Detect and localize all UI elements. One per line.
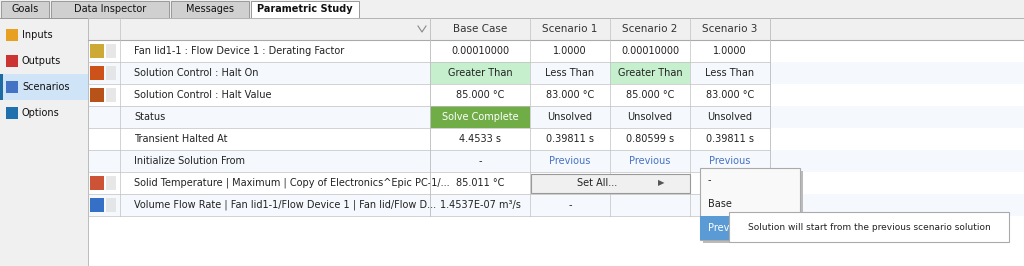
- Text: 1.0000: 1.0000: [553, 46, 587, 56]
- Bar: [88, 18, 1024, 40]
- Text: -: -: [568, 178, 571, 188]
- Text: Solution Control : Halt On: Solution Control : Halt On: [134, 68, 258, 78]
- Text: Previous: Previous: [710, 156, 751, 166]
- Text: Goals: Goals: [11, 4, 39, 14]
- Text: Transient Halted At: Transient Halted At: [134, 134, 227, 144]
- Text: Previous: Previous: [708, 223, 750, 233]
- Bar: [610, 62, 690, 84]
- Bar: [88, 172, 1024, 194]
- FancyBboxPatch shape: [530, 173, 689, 193]
- Bar: [0, 18, 88, 266]
- Text: Unsolved: Unsolved: [628, 112, 673, 122]
- FancyBboxPatch shape: [729, 212, 1009, 242]
- Text: Inputs: Inputs: [22, 30, 52, 40]
- Text: Solid Temperature | Maximum | Copy of Electronics^Epic PC-1/...: Solid Temperature | Maximum | Copy of El…: [134, 178, 450, 188]
- Text: 85.000 °C: 85.000 °C: [456, 90, 504, 100]
- Text: Scenarios: Scenarios: [22, 82, 70, 92]
- Bar: [171, 1, 249, 18]
- Text: 83.000 °C: 83.000 °C: [546, 90, 594, 100]
- Text: 0.00010000: 0.00010000: [451, 46, 509, 56]
- Text: 0.39811 s: 0.39811 s: [706, 134, 754, 144]
- Bar: [106, 176, 116, 190]
- Bar: [90, 198, 104, 212]
- Bar: [0, 74, 3, 100]
- Text: Unsolved: Unsolved: [548, 112, 593, 122]
- Bar: [700, 216, 800, 240]
- Text: Greater Than: Greater Than: [617, 68, 682, 78]
- Text: 0.80599 s: 0.80599 s: [626, 134, 674, 144]
- Bar: [6, 29, 18, 41]
- Bar: [6, 55, 18, 67]
- Text: Greater Than: Greater Than: [447, 68, 512, 78]
- Bar: [106, 44, 116, 58]
- Text: Messages: Messages: [186, 4, 234, 14]
- Text: Scenario 1: Scenario 1: [543, 24, 598, 34]
- Text: -: -: [568, 200, 571, 210]
- Text: 0.39811 s: 0.39811 s: [546, 134, 594, 144]
- Text: Status: Status: [134, 112, 165, 122]
- Bar: [430, 106, 530, 128]
- Bar: [0, 0, 1024, 18]
- Text: 83.000 °C: 83.000 °C: [706, 90, 754, 100]
- Text: -: -: [478, 156, 481, 166]
- Text: 85.011 °C: 85.011 °C: [456, 178, 504, 188]
- Text: Previous: Previous: [630, 156, 671, 166]
- Text: 0.00010000: 0.00010000: [621, 46, 679, 56]
- Bar: [90, 66, 104, 80]
- Text: ▶: ▶: [658, 178, 665, 188]
- Bar: [90, 44, 104, 58]
- Bar: [251, 1, 359, 18]
- Text: Unsolved: Unsolved: [708, 112, 753, 122]
- Bar: [90, 88, 104, 102]
- Bar: [106, 66, 116, 80]
- Text: Scenario 2: Scenario 2: [623, 24, 678, 34]
- Text: Initialize Solution From: Initialize Solution From: [134, 156, 245, 166]
- Bar: [90, 176, 104, 190]
- Bar: [6, 81, 18, 93]
- Text: Base: Base: [708, 199, 732, 209]
- Bar: [88, 62, 1024, 84]
- Bar: [88, 194, 1024, 216]
- Text: Fan lid1-1 : Flow Device 1 : Derating Factor: Fan lid1-1 : Flow Device 1 : Derating Fa…: [134, 46, 344, 56]
- Text: Parametric Study: Parametric Study: [257, 4, 353, 14]
- Bar: [88, 128, 1024, 150]
- Text: 1.0000: 1.0000: [713, 46, 746, 56]
- Bar: [106, 88, 116, 102]
- FancyBboxPatch shape: [700, 168, 800, 240]
- Text: -: -: [708, 175, 712, 185]
- Text: Base Case: Base Case: [453, 24, 507, 34]
- Text: Solution will start from the previous scenario solution: Solution will start from the previous sc…: [748, 222, 990, 231]
- Bar: [703, 171, 803, 243]
- Bar: [0, 74, 88, 100]
- Text: Volume Flow Rate | Fan lid1-1/Flow Device 1 | Fan lid/Flow D...: Volume Flow Rate | Fan lid1-1/Flow Devic…: [134, 200, 436, 210]
- Text: Set All...: Set All...: [578, 178, 617, 188]
- Bar: [51, 1, 169, 18]
- Text: 4.4533 s: 4.4533 s: [459, 134, 501, 144]
- Bar: [88, 84, 1024, 106]
- Bar: [6, 107, 18, 119]
- Text: Less Than: Less Than: [546, 68, 595, 78]
- Text: Previous: Previous: [549, 156, 591, 166]
- Bar: [106, 198, 116, 212]
- Text: 1.4537E-07 m³/s: 1.4537E-07 m³/s: [439, 200, 520, 210]
- Text: Solve Complete: Solve Complete: [441, 112, 518, 122]
- Text: Data Inspector: Data Inspector: [74, 4, 146, 14]
- Text: Options: Options: [22, 108, 59, 118]
- Text: Scenario 3: Scenario 3: [702, 24, 758, 34]
- Text: Outputs: Outputs: [22, 56, 61, 66]
- Bar: [88, 40, 1024, 62]
- Text: Solution Control : Halt Value: Solution Control : Halt Value: [134, 90, 271, 100]
- Text: Less Than: Less Than: [706, 68, 755, 78]
- Bar: [88, 150, 1024, 172]
- Bar: [1, 1, 49, 18]
- Bar: [88, 106, 1024, 128]
- Bar: [430, 62, 530, 84]
- Text: 85.000 °C: 85.000 °C: [626, 90, 674, 100]
